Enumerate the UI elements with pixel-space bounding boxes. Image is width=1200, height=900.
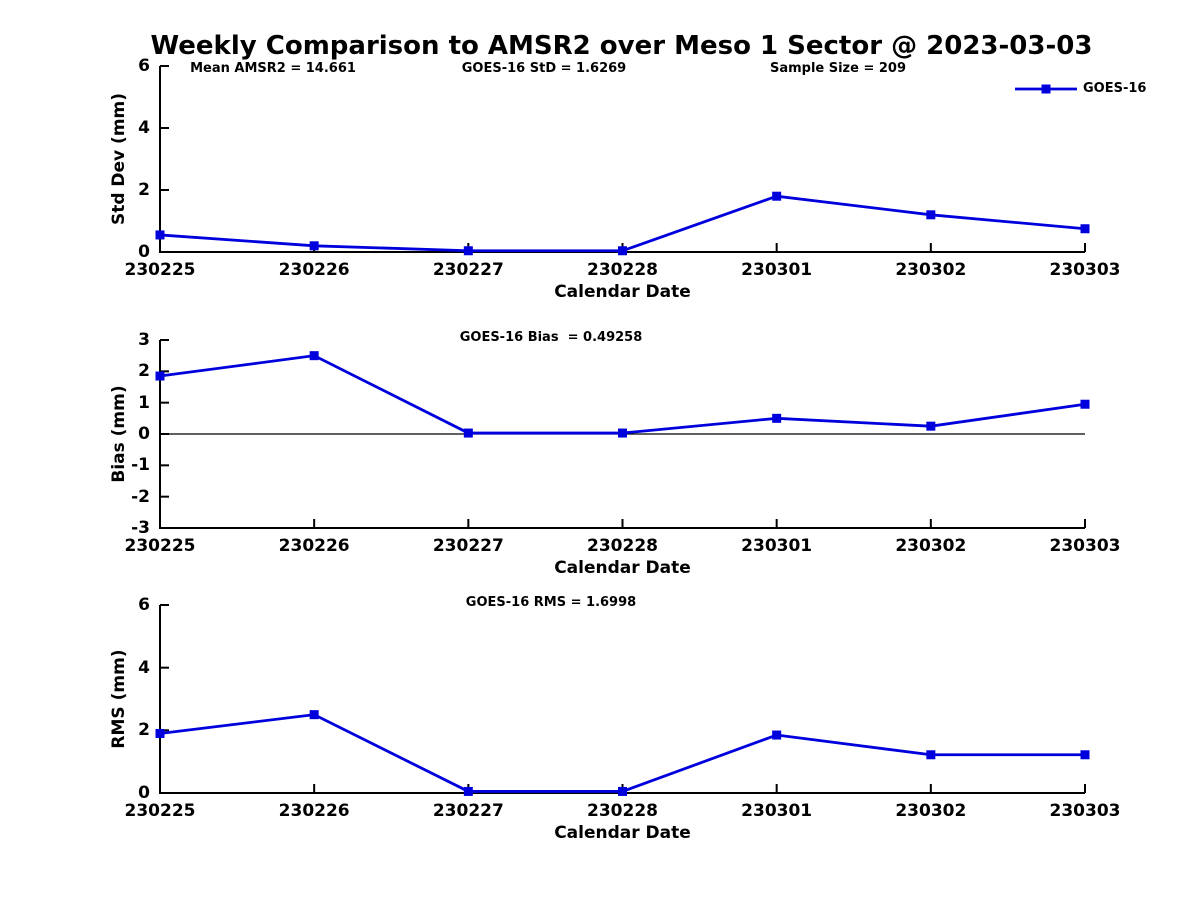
series-line	[159, 354, 1086, 435]
data-point-marker	[463, 786, 473, 796]
y-tick-label: 4	[138, 118, 150, 138]
stat-annotation: GOES-16 Bias = 0.49258	[459, 330, 643, 345]
data-point-marker	[309, 351, 319, 361]
y-tick-label: 1	[138, 392, 150, 413]
stat-annotation: Mean AMSR2 = 14.661	[190, 61, 356, 76]
data-point-marker	[772, 730, 782, 740]
data-point-marker	[772, 413, 782, 423]
y-tick-label: 0	[138, 242, 150, 262]
data-point-marker	[926, 421, 936, 431]
x-tick-label: 230227	[432, 801, 504, 821]
x-tick-label: 230225	[124, 536, 196, 556]
x-tick-label: 230228	[587, 801, 658, 821]
data-point-marker	[155, 728, 165, 738]
axis-spines	[159, 605, 1085, 794]
x-tick-label: 230225	[124, 801, 196, 821]
x-tick-label: 230228	[587, 536, 658, 556]
legend-marker	[1041, 84, 1051, 94]
series-line	[159, 194, 1086, 253]
legend-label: GOES-16	[1083, 81, 1147, 96]
x-tick-label: 230226	[278, 801, 350, 821]
data-point-marker	[1080, 399, 1090, 409]
x-tick-label: 230301	[741, 536, 813, 556]
data-point-marker	[155, 230, 165, 240]
y-axis-label: Std Dev (mm)	[109, 92, 129, 226]
stat-annotation: Sample Size = 209	[769, 61, 907, 76]
y-tick-label: 2	[138, 361, 150, 382]
chart-title: Weekly Comparison to AMSR2 over Meso 1 S…	[150, 31, 1093, 61]
x-tick-label: 230227	[432, 536, 504, 556]
y-tick-label: -3	[131, 518, 150, 538]
y-tick-label: -1	[131, 455, 150, 476]
data-point-marker	[618, 786, 627, 796]
y-tick-label: 0	[138, 783, 150, 803]
y-axis-label: RMS (mm)	[109, 649, 129, 749]
x-tick-label: 230227	[432, 260, 504, 280]
x-axis-label: Calendar Date	[554, 558, 691, 578]
x-tick-label: 230302	[895, 801, 967, 821]
data-point-marker	[463, 246, 473, 256]
x-tick-label: 230302	[895, 260, 967, 280]
x-axis-label: Calendar Date	[554, 282, 691, 302]
x-tick-label: 230301	[741, 801, 813, 821]
data-point-marker	[309, 710, 319, 720]
y-axis-label: Bias (mm)	[109, 385, 129, 483]
data-point-marker	[1080, 224, 1090, 234]
stat-annotation: GOES-16 StD = 1.6269	[461, 61, 627, 76]
data-point-marker	[926, 750, 936, 760]
y-tick-label: 0	[138, 424, 150, 444]
axis-spines	[159, 66, 1085, 253]
y-tick-label: 6	[138, 595, 150, 615]
data-point-marker	[618, 428, 627, 438]
data-point-marker	[926, 210, 936, 220]
y-tick-label: 3	[138, 330, 150, 350]
x-tick-label: 230301	[741, 260, 813, 280]
data-point-marker	[618, 246, 627, 256]
x-tick-label: 230303	[1049, 801, 1121, 821]
y-tick-label: 4	[138, 657, 150, 678]
x-tick-label: 230228	[587, 260, 658, 280]
y-tick-label: 6	[138, 56, 150, 76]
x-tick-label: 230226	[278, 536, 350, 556]
x-axis-label: Calendar Date	[554, 823, 691, 843]
data-point-marker	[463, 428, 473, 438]
x-tick-label: 230302	[895, 536, 967, 556]
series-line	[159, 713, 1085, 793]
x-tick-label: 230226	[278, 260, 350, 280]
y-tick-label: -2	[131, 486, 150, 507]
stat-annotation: GOES-16 RMS = 1.6998	[465, 595, 637, 610]
x-tick-label: 230303	[1049, 260, 1121, 280]
x-tick-label: 230303	[1049, 536, 1121, 556]
data-point-marker	[309, 241, 319, 251]
data-point-marker	[155, 371, 165, 381]
y-tick-label: 2	[138, 180, 150, 200]
data-point-marker	[772, 191, 782, 201]
y-tick-label: 2	[138, 720, 150, 741]
data-point-marker	[1080, 750, 1090, 760]
x-tick-label: 230225	[124, 260, 196, 280]
